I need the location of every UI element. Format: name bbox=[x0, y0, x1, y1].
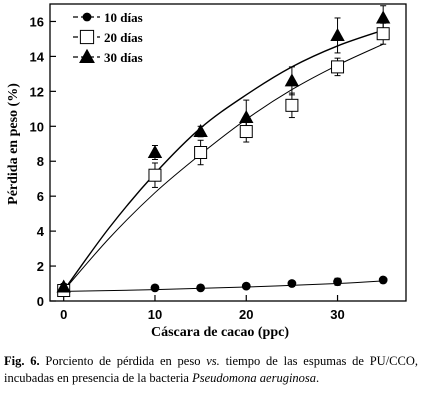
caption-label: Fig. 6. bbox=[4, 354, 40, 368]
series-2-point bbox=[148, 168, 162, 182]
legend-label-1: 10 días bbox=[104, 10, 143, 25]
series-2-point bbox=[239, 125, 253, 139]
series-3-point bbox=[239, 110, 254, 124]
series-1-point bbox=[333, 277, 342, 287]
caption-organism: Pseudomona aeruginosa bbox=[192, 371, 317, 385]
caption-end: . bbox=[316, 371, 320, 385]
series-3-point bbox=[330, 27, 345, 41]
series-3-point bbox=[147, 145, 163, 158]
legend-label-3: 30 días bbox=[104, 50, 143, 65]
y-tick-label: 10 bbox=[30, 119, 44, 134]
x-tick-label: 20 bbox=[239, 307, 253, 322]
series-3-point bbox=[375, 10, 391, 24]
y-tick-label: 6 bbox=[37, 189, 44, 204]
caption-text-2: tiempo de las espumas de PU/CCO, incubad… bbox=[4, 354, 418, 385]
legend-marker-1 bbox=[82, 12, 92, 22]
caption-text-1: Porciento de pérdida en peso bbox=[39, 354, 207, 368]
series-2-point bbox=[194, 146, 208, 159]
y-tick-label: 2 bbox=[37, 259, 44, 274]
y-tick-label: 16 bbox=[30, 14, 44, 29]
series-2-point bbox=[376, 27, 390, 41]
series-3-point bbox=[56, 279, 71, 293]
caption-vs: vs. bbox=[206, 354, 220, 368]
x-axis-title: Cáscara de cacao (ppc) bbox=[151, 325, 289, 340]
series-1-point bbox=[196, 283, 206, 293]
series-1-point bbox=[150, 283, 160, 293]
x-tick-label: 0 bbox=[60, 307, 67, 322]
legend-marker-3 bbox=[79, 48, 95, 64]
y-tick-label: 14 bbox=[30, 49, 45, 64]
y-tick-label: 4 bbox=[37, 224, 45, 239]
series-2-fit-line bbox=[63, 43, 384, 291]
series-3-point bbox=[284, 73, 300, 87]
y-tick-label: 12 bbox=[30, 84, 44, 99]
legend-marker-2 bbox=[79, 29, 95, 45]
plot-frame bbox=[49, 3, 407, 302]
series-1-point bbox=[378, 275, 388, 285]
series-3-fit-line bbox=[63, 29, 384, 291]
y-tick-label: 0 bbox=[37, 294, 44, 309]
figure-caption: Fig. 6. Porciento de pérdida en peso vs.… bbox=[4, 353, 418, 387]
x-tick-label: 30 bbox=[330, 307, 344, 322]
chart: 0 10 20 30 0 2 4 6 8 10 12 14 16 10 días 20 días 30 dí… bbox=[6, 3, 407, 340]
y-axis-title: Pérdida en peso (%) bbox=[6, 83, 21, 205]
legend-label-2: 20 días bbox=[104, 30, 143, 45]
series-3-point bbox=[193, 124, 208, 138]
series-2-point bbox=[331, 60, 345, 74]
y-tick-label: 8 bbox=[37, 154, 44, 169]
series-2-point bbox=[285, 98, 299, 112]
series-1-point bbox=[287, 279, 297, 288]
x-tick-label: 10 bbox=[148, 307, 162, 322]
series-1-point bbox=[241, 281, 251, 291]
